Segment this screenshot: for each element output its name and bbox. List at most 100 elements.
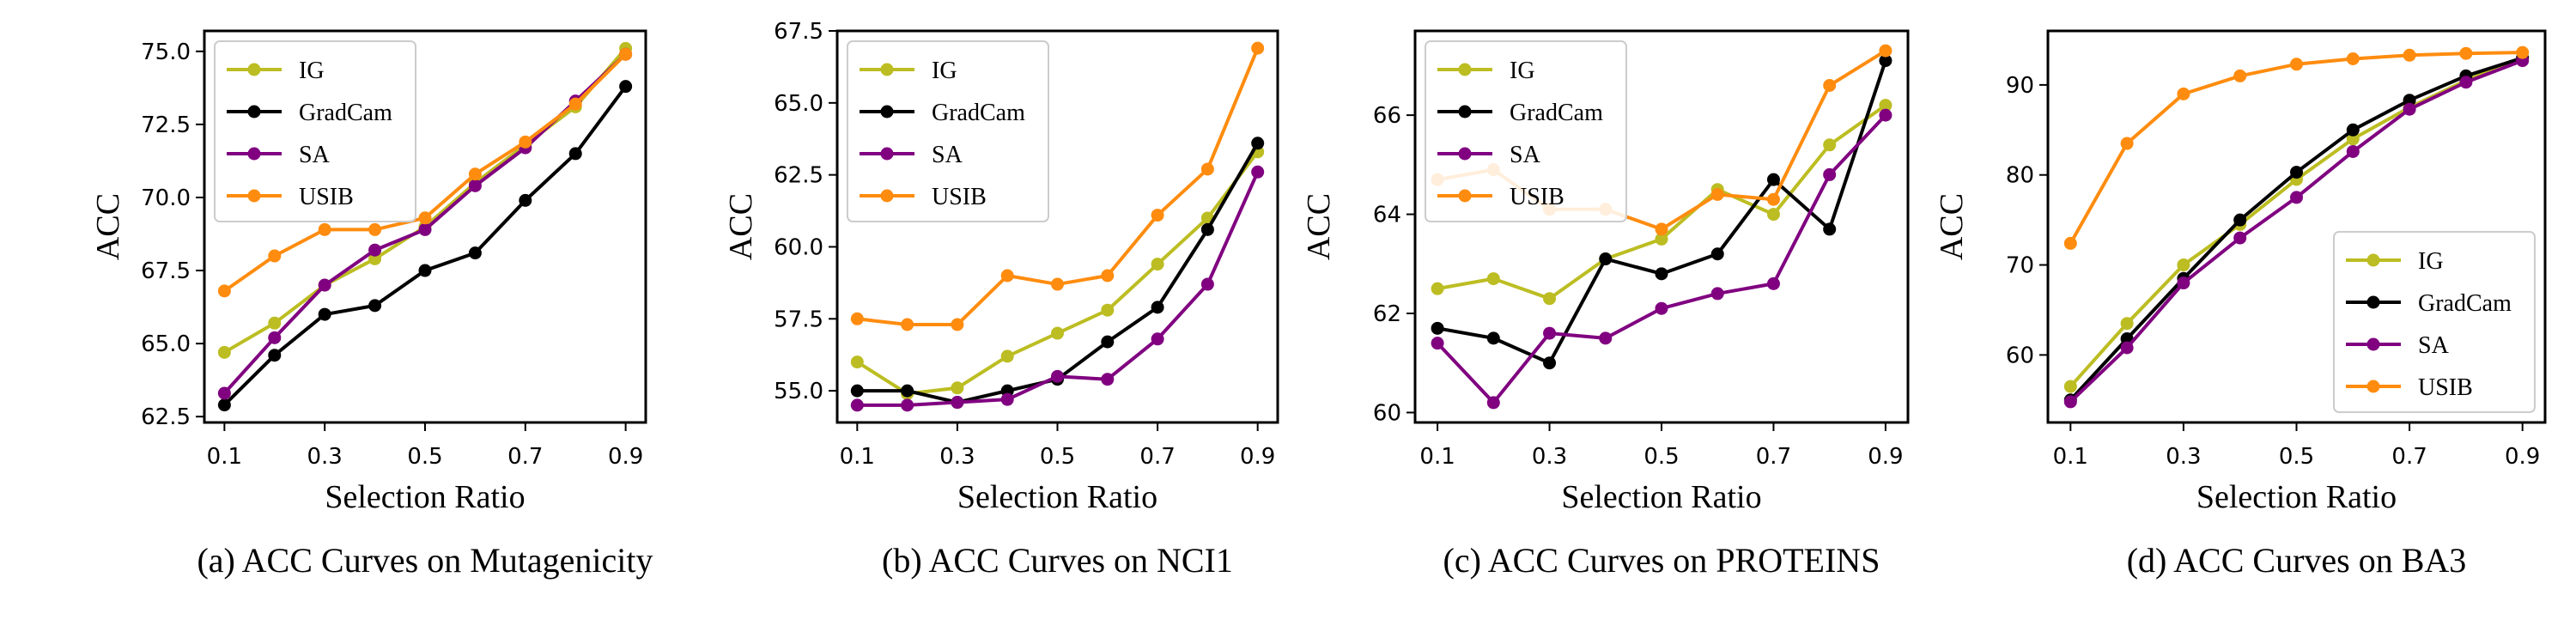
y-axis-label: ACC [1934, 193, 1970, 260]
data-point-sa [1431, 337, 1444, 350]
data-point-ig [1151, 258, 1164, 271]
data-point-ig [2177, 258, 2190, 272]
y-tick-label: 67.5 [141, 258, 191, 284]
y-tick-label: 62 [1373, 301, 1401, 327]
data-point-usib [951, 318, 964, 331]
data-point-sa [2403, 102, 2416, 116]
legend-box [2333, 231, 2536, 413]
legend-marker-usib [2366, 380, 2380, 393]
data-point-ig [1823, 138, 1837, 152]
data-point-ig [1101, 303, 1115, 317]
data-point-sa [1823, 167, 1837, 181]
data-point-gradcam [1879, 54, 1893, 68]
data-point-gradcam [468, 246, 482, 260]
y-tick-label: 67.5 [774, 19, 823, 45]
data-point-usib [1051, 277, 1064, 291]
data-point-sa [217, 386, 231, 400]
data-point-usib [2459, 46, 2473, 60]
y-tick-label: 72.5 [141, 112, 191, 138]
data-point-sa [468, 179, 482, 192]
data-point-gradcam [901, 384, 914, 398]
legend-label: GradCam [2418, 290, 2512, 317]
data-point-gradcam [217, 398, 231, 412]
data-point-ig [217, 345, 231, 359]
data-point-usib [2290, 58, 2303, 71]
y-tick-label: 57.5 [774, 307, 823, 332]
x-tick-label: 0.1 [1419, 444, 1455, 470]
data-point-gradcam [2233, 213, 2247, 227]
data-point-usib [2177, 87, 2190, 100]
legend: IG GradCam SA USIB [214, 40, 416, 222]
y-axis-label: ACC [1301, 193, 1337, 260]
data-point-sa [1655, 301, 1668, 315]
data-point-ig [2120, 317, 2134, 331]
y-tick-label: 66 [1373, 103, 1401, 129]
x-tick-label: 0.3 [307, 444, 343, 470]
data-point-usib [1101, 269, 1115, 283]
data-point-gradcam [1200, 222, 1214, 236]
data-point-usib [2346, 52, 2360, 65]
data-point-usib [1000, 269, 1014, 283]
chart-panel-3: 60 62 64 66 0.1 0.3 0.5 0.7 0.9 IG GradCam SA USIB Se… [1301, 29, 1910, 580]
data-point-usib [2233, 69, 2247, 82]
data-point-sa [2063, 395, 2077, 409]
data-point-sa [1000, 392, 1014, 406]
data-point-gradcam [1101, 335, 1115, 349]
legend-label: GradCam [1510, 100, 1603, 126]
data-point-sa [1251, 165, 1265, 179]
panel-caption: (c) ACC Curves on PROTEINS [1443, 541, 1880, 580]
legend-label: USIB [1510, 184, 1564, 210]
legend-label: GradCam [932, 100, 1025, 126]
data-point-gradcam [850, 384, 864, 398]
data-point-usib [1766, 192, 1780, 206]
data-point-ig [1879, 99, 1893, 112]
data-point-ig [2063, 380, 2077, 393]
axes-frame [835, 29, 1279, 424]
legend-marker-ig [880, 63, 894, 76]
legend-label: IG [1510, 58, 1535, 84]
data-point-ig [1051, 326, 1064, 340]
y-tick-label: 65.0 [774, 91, 823, 117]
legend-marker-sa [1458, 147, 1472, 161]
data-point-gradcam [568, 147, 582, 161]
legend-label: SA [932, 142, 963, 168]
legend-label: IG [299, 58, 325, 84]
data-point-ig [2346, 132, 2360, 146]
x-tick-label: 0.3 [2166, 444, 2201, 470]
x-tick-label: 0.5 [1643, 444, 1679, 470]
y-tick-label: 60 [1373, 400, 1401, 426]
data-point-sa [1200, 277, 1214, 291]
x-axis-label: Selection Ratio [1561, 479, 1761, 515]
y-axis-label: ACC [90, 193, 126, 260]
data-point-usib [2120, 137, 2134, 150]
data-point-sa [318, 278, 331, 292]
y-tick-label: 70.0 [141, 185, 191, 211]
data-point-sa [901, 398, 914, 412]
data-point-gradcam [2290, 166, 2303, 179]
data-point-usib [418, 211, 432, 225]
data-point-ig [951, 381, 964, 395]
data-point-sa [1101, 373, 1115, 386]
data-point-usib [1655, 222, 1668, 236]
data-point-gradcam [268, 349, 282, 362]
y-tick-label: 62.5 [141, 404, 191, 430]
x-tick-label: 0.5 [1040, 444, 1075, 470]
y-tick-label: 80 [2006, 163, 2034, 189]
x-tick-label: 0.7 [1139, 444, 1175, 470]
data-point-gradcam [1543, 356, 1557, 370]
data-point-ig [1543, 292, 1557, 306]
x-tick-label: 0.5 [2279, 444, 2314, 470]
axes-frame [203, 29, 647, 424]
data-point-gradcam [619, 80, 633, 94]
data-point-ig [1655, 232, 1668, 246]
data-point-usib [568, 97, 582, 111]
x-tick-label: 0.1 [2053, 444, 2088, 470]
data-point-usib [519, 135, 532, 149]
x-axis-label: Selection Ratio [957, 479, 1157, 515]
x-tick-label: 0.3 [1532, 444, 1567, 470]
data-point-sa [2459, 76, 2473, 89]
x-tick-label: 0.9 [1240, 444, 1275, 470]
data-point-gradcam [2346, 123, 2360, 137]
data-point-usib [1200, 162, 1214, 176]
